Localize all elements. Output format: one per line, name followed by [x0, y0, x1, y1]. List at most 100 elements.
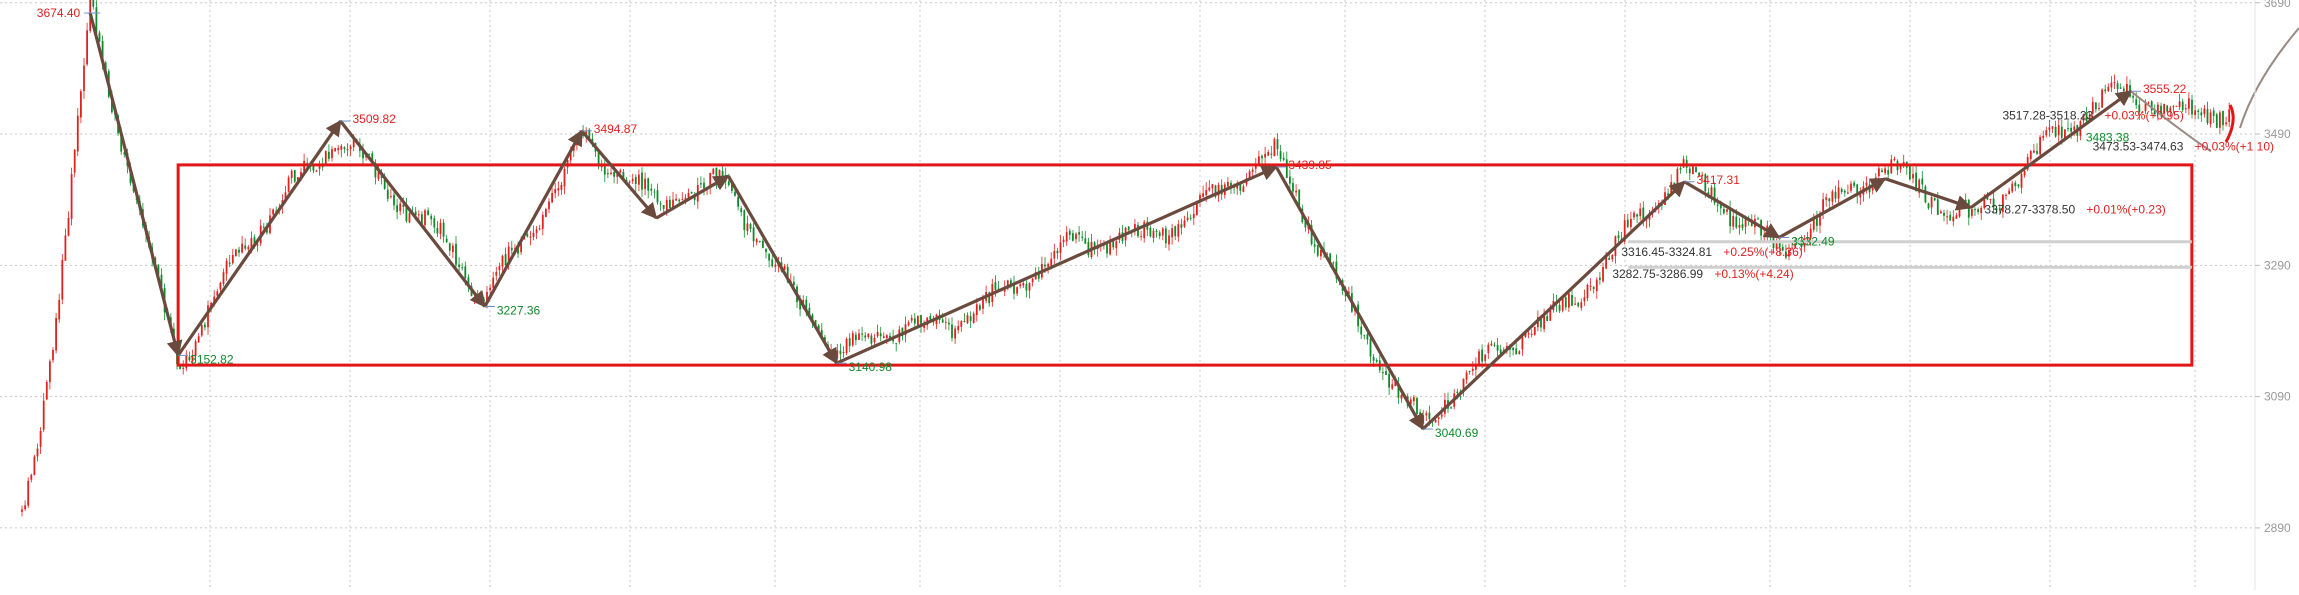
candle-body: [2132, 95, 2134, 98]
candle-body: [520, 240, 522, 253]
candle-body: [2113, 82, 2116, 84]
candle-body: [1586, 284, 1589, 299]
candle-body: [1068, 230, 1071, 236]
candle-body: [1692, 165, 1694, 175]
zigzag-segment: [1778, 177, 1887, 239]
candle-body: [2008, 190, 2010, 195]
range-annotation-pct: +0.03%(+1.10): [2195, 140, 2274, 154]
candle-body: [569, 152, 572, 161]
candle-body: [690, 191, 693, 194]
candle-body: [2098, 107, 2100, 109]
swing-label-low: 3227.36: [497, 303, 541, 317]
candle-body: [557, 188, 560, 191]
candle-body: [213, 296, 216, 302]
candle-body: [585, 131, 588, 136]
candle-body: [101, 40, 104, 63]
candle-body: [95, 7, 98, 34]
candle-body: [1279, 151, 1282, 160]
candle-body: [1961, 201, 1964, 203]
candle-body: [619, 170, 622, 173]
candle-body: [439, 222, 442, 234]
candle-body: [1013, 283, 1015, 294]
candle-body: [1189, 217, 1192, 219]
candle-body: [858, 333, 860, 340]
candle-body: [1422, 415, 1425, 424]
candle-body: [377, 171, 380, 179]
candle-body: [1078, 232, 1080, 235]
zigzag-segment: [1683, 180, 1781, 239]
candle-body: [1915, 172, 1917, 192]
candle-body: [1986, 196, 1989, 200]
candle-body: [1819, 213, 1821, 226]
candle-body: [2188, 98, 2190, 109]
candle-body: [2085, 113, 2088, 122]
candle-body: [1143, 221, 1146, 239]
candle-body: [1437, 417, 1440, 420]
candle-body: [1239, 183, 1242, 191]
candle-body: [1701, 174, 1704, 176]
candle-body: [758, 240, 761, 242]
candle-body: [408, 213, 411, 223]
candle-body: [1940, 211, 1942, 214]
candle-body: [157, 264, 160, 275]
zigzag-segment: [339, 120, 487, 308]
candle-body: [2110, 82, 2113, 88]
candle-body: [551, 192, 553, 203]
candle-body: [1499, 349, 1502, 354]
zigzag-segment: [1274, 166, 1425, 431]
candle-body: [1360, 326, 1363, 335]
zigzag-segment: [1969, 89, 2133, 209]
candle-body: [504, 254, 507, 265]
candle-body: [1320, 249, 1322, 257]
candle-body: [2200, 112, 2203, 116]
projection-curve-red: [2224, 104, 2235, 143]
candle-body: [687, 192, 690, 198]
candle-body: [1571, 295, 1573, 306]
candle-body: [867, 333, 870, 337]
candle-body: [1806, 237, 1809, 240]
candle-body: [427, 210, 429, 215]
y-tick-label: 2890: [2264, 521, 2291, 535]
candle-body: [1791, 247, 1793, 249]
candle-body: [188, 356, 191, 361]
candle-body: [1316, 245, 1319, 256]
candle-body: [2135, 99, 2138, 106]
candle-body: [334, 148, 336, 152]
candle-body: [1450, 407, 1452, 409]
candle-body: [1217, 184, 1220, 196]
candle-body: [641, 172, 643, 190]
candle-body: [111, 96, 113, 113]
candle-body: [783, 265, 786, 270]
candle-body: [1524, 333, 1527, 337]
grid-layer: [0, 0, 2255, 590]
candle-body: [1822, 199, 1824, 212]
candle-body: [1267, 151, 1270, 156]
candle-body: [545, 209, 547, 217]
candle-body: [486, 291, 488, 301]
candle-body: [1428, 412, 1431, 419]
candle-body: [1298, 189, 1301, 209]
candle-body: [287, 177, 290, 192]
candle-body: [1834, 191, 1837, 199]
candle-body: [1010, 280, 1012, 286]
candle-body: [1165, 228, 1167, 244]
candle-body: [2039, 136, 2041, 155]
candle-body: [982, 299, 984, 309]
candle-body: [622, 171, 625, 179]
candle-body: [1673, 182, 1676, 186]
candle-body: [941, 319, 944, 323]
candle-body: [436, 227, 439, 234]
swing-label-low: 3040.69: [1435, 426, 1479, 440]
candle-body: [2101, 89, 2103, 108]
candle-body: [1180, 224, 1183, 228]
candle-body: [1558, 305, 1561, 311]
candle-body: [1543, 315, 1545, 330]
candle-body: [1527, 333, 1530, 335]
candle-body: [972, 313, 975, 323]
candle-body: [1781, 246, 1784, 251]
candle-body: [765, 248, 767, 253]
candle-body: [1397, 382, 1400, 398]
candle-body: [194, 341, 197, 357]
